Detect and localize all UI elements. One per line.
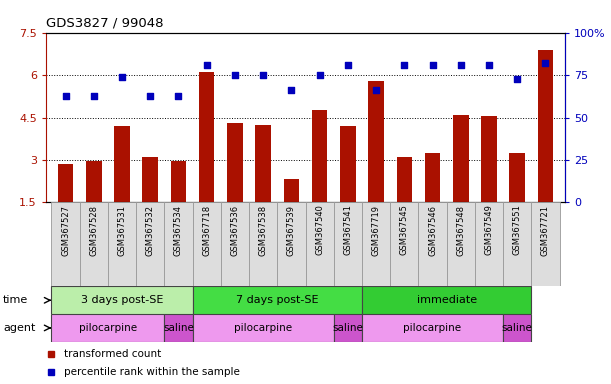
Text: GSM367531: GSM367531: [117, 205, 126, 255]
Point: [89, 93, 99, 99]
Point: [512, 76, 522, 82]
Bar: [510, 153, 525, 202]
Point: [484, 62, 494, 68]
Bar: [58, 164, 73, 202]
Bar: [419, 202, 447, 286]
Bar: [390, 202, 419, 286]
Bar: [340, 126, 356, 202]
Bar: [503, 314, 532, 342]
Bar: [312, 111, 327, 202]
Point: [400, 62, 409, 68]
Point: [258, 72, 268, 78]
Bar: [284, 179, 299, 202]
Text: GSM367546: GSM367546: [428, 205, 437, 255]
Text: GSM367539: GSM367539: [287, 205, 296, 255]
Bar: [425, 153, 441, 202]
Bar: [362, 202, 390, 286]
Text: GSM367536: GSM367536: [230, 205, 240, 256]
Bar: [362, 314, 503, 342]
Text: 7 days post-SE: 7 days post-SE: [236, 295, 318, 305]
Bar: [397, 157, 412, 202]
Bar: [136, 202, 164, 286]
Text: agent: agent: [3, 323, 35, 333]
Bar: [164, 202, 192, 286]
Point: [230, 72, 240, 78]
Bar: [306, 202, 334, 286]
Point: [428, 62, 437, 68]
Point: [145, 93, 155, 99]
Text: saline: saline: [163, 323, 194, 333]
Bar: [277, 202, 306, 286]
Bar: [334, 202, 362, 286]
Text: GSM367548: GSM367548: [456, 205, 465, 255]
Bar: [51, 314, 164, 342]
Bar: [199, 73, 214, 202]
Bar: [86, 161, 101, 202]
Bar: [503, 202, 532, 286]
Bar: [108, 202, 136, 286]
Bar: [481, 116, 497, 202]
Bar: [170, 161, 186, 202]
Text: GSM367527: GSM367527: [61, 205, 70, 255]
Text: GSM367534: GSM367534: [174, 205, 183, 255]
Bar: [368, 81, 384, 202]
Text: GSM367538: GSM367538: [258, 205, 268, 256]
Point: [117, 74, 127, 80]
Text: GSM367545: GSM367545: [400, 205, 409, 255]
Bar: [453, 115, 469, 202]
Bar: [51, 286, 192, 314]
Text: GSM367551: GSM367551: [513, 205, 522, 255]
Text: pilocarpine: pilocarpine: [234, 323, 292, 333]
Bar: [447, 202, 475, 286]
Text: GSM367721: GSM367721: [541, 205, 550, 255]
Text: GSM367540: GSM367540: [315, 205, 324, 255]
Text: GSM367718: GSM367718: [202, 205, 211, 256]
Text: GDS3827 / 99048: GDS3827 / 99048: [46, 16, 163, 29]
Point: [456, 62, 466, 68]
Bar: [192, 314, 334, 342]
Text: GSM367549: GSM367549: [485, 205, 494, 255]
Point: [287, 88, 296, 94]
Point: [60, 93, 70, 99]
Text: GSM367719: GSM367719: [371, 205, 381, 255]
Bar: [334, 314, 362, 342]
Text: GSM367532: GSM367532: [146, 205, 155, 255]
Bar: [79, 202, 108, 286]
Text: pilocarpine: pilocarpine: [79, 323, 137, 333]
Text: saline: saline: [332, 323, 364, 333]
Text: GSM367541: GSM367541: [343, 205, 353, 255]
Bar: [362, 286, 532, 314]
Bar: [538, 50, 553, 202]
Text: pilocarpine: pilocarpine: [403, 323, 461, 333]
Bar: [249, 202, 277, 286]
Bar: [142, 157, 158, 202]
Bar: [227, 123, 243, 202]
Point: [315, 72, 324, 78]
Bar: [255, 124, 271, 202]
Bar: [532, 202, 560, 286]
Point: [371, 88, 381, 94]
Text: immediate: immediate: [417, 295, 477, 305]
Bar: [114, 126, 130, 202]
Bar: [51, 202, 79, 286]
Bar: [475, 202, 503, 286]
Bar: [192, 202, 221, 286]
Text: time: time: [3, 295, 28, 305]
Point: [343, 62, 353, 68]
Text: transformed count: transformed count: [64, 349, 161, 359]
Text: 3 days post-SE: 3 days post-SE: [81, 295, 163, 305]
Text: percentile rank within the sample: percentile rank within the sample: [64, 367, 240, 377]
Text: GSM367528: GSM367528: [89, 205, 98, 255]
Point: [202, 62, 211, 68]
Bar: [221, 202, 249, 286]
Text: saline: saline: [502, 323, 533, 333]
Bar: [164, 314, 192, 342]
Point: [541, 60, 551, 66]
Point: [174, 93, 183, 99]
Bar: [192, 286, 362, 314]
